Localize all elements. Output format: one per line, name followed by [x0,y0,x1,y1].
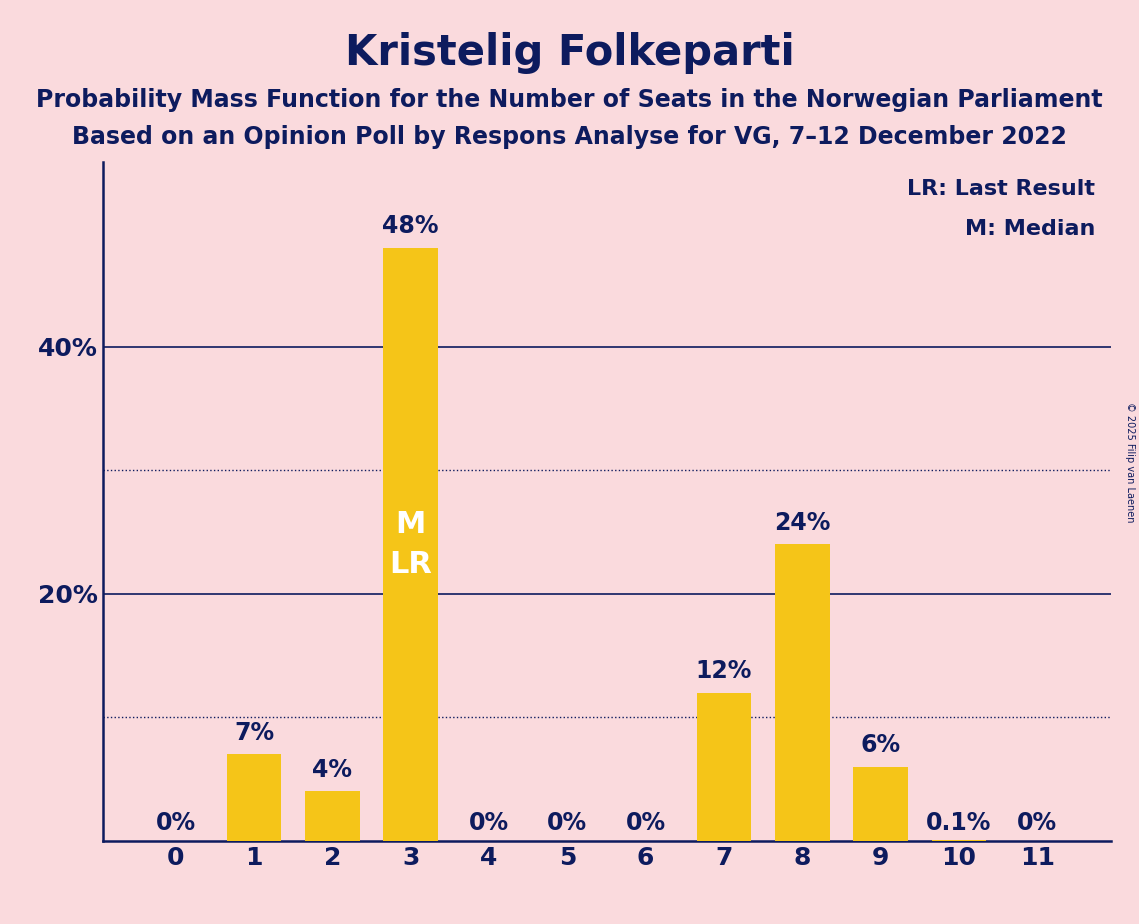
Text: Probability Mass Function for the Number of Seats in the Norwegian Parliament: Probability Mass Function for the Number… [36,88,1103,112]
Bar [932,840,986,841]
Bar [305,792,360,841]
Text: 0.1%: 0.1% [926,810,992,834]
Text: 0%: 0% [156,810,196,834]
Text: 4%: 4% [312,758,352,782]
Bar [384,249,439,841]
Bar [775,544,829,841]
Text: 0%: 0% [1017,810,1057,834]
Text: 0%: 0% [469,810,509,834]
Text: Based on an Opinion Poll by Respons Analyse for VG, 7–12 December 2022: Based on an Opinion Poll by Respons Anal… [72,125,1067,149]
Text: 12%: 12% [696,659,752,683]
Bar [853,767,908,841]
Text: M: Median: M: Median [965,219,1096,239]
Text: M
LR: M LR [390,510,432,579]
Text: 7%: 7% [233,721,274,745]
Text: © 2025 Filip van Laenen: © 2025 Filip van Laenen [1125,402,1134,522]
Text: 48%: 48% [383,214,439,238]
Text: 24%: 24% [775,511,830,535]
Text: 0%: 0% [625,810,665,834]
Text: LR: Last Result: LR: Last Result [908,178,1096,199]
Bar [697,693,752,841]
Text: 0%: 0% [548,810,588,834]
Bar [227,754,281,841]
Text: Kristelig Folkeparti: Kristelig Folkeparti [345,32,794,74]
Text: 6%: 6% [861,733,901,757]
